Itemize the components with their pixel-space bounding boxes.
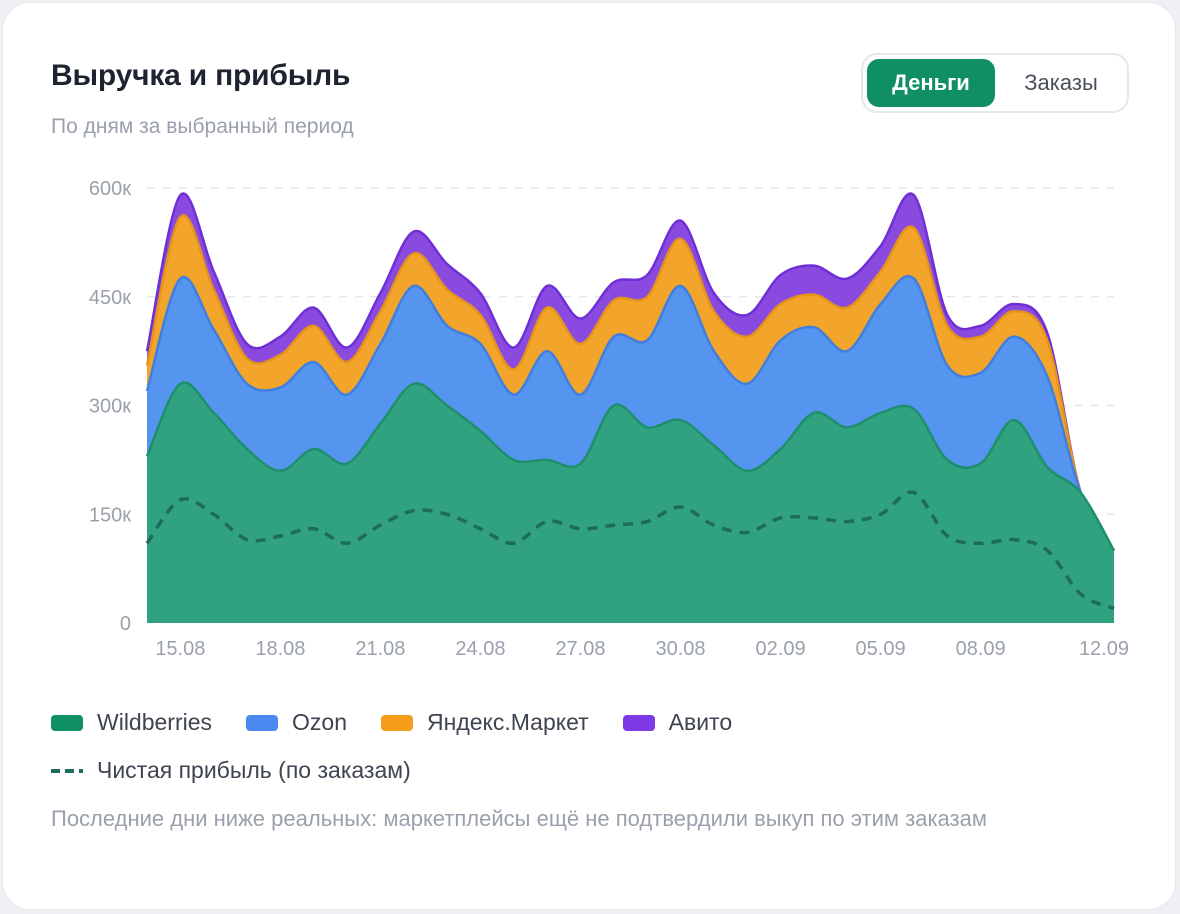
area-edge-yandex bbox=[145, 214, 1116, 552]
legend-swatch-profit bbox=[51, 768, 83, 773]
y-tick-label: 600к bbox=[89, 178, 131, 200]
legend-label-profit: Чистая прибыль (по заказам) bbox=[97, 757, 411, 783]
orders-toggle-button[interactable]: Заказы bbox=[1024, 70, 1098, 95]
legend-label-avito: Авито bbox=[668, 709, 733, 735]
chart-legend: Wildberries Ozon Яндекс.Маркет Авито bbox=[51, 709, 732, 736]
y-tick-label: 450к bbox=[89, 287, 131, 309]
area-edge-ozon bbox=[145, 275, 1116, 552]
area-wildberries bbox=[147, 382, 1114, 623]
card-title: Выручка и прибыль bbox=[51, 59, 351, 92]
area-edge-wildberries bbox=[145, 381, 1116, 552]
x-tick-label: 30.08 bbox=[655, 638, 705, 660]
legend-label-yandex: Яндекс.Маркет bbox=[427, 709, 589, 735]
data-delay-note: Последние дни ниже реальных: маркетплейс… bbox=[51, 806, 987, 831]
legend-swatch-avito bbox=[622, 714, 655, 731]
x-tick-label: 27.08 bbox=[555, 638, 605, 660]
x-tick-label: 24.08 bbox=[455, 638, 505, 660]
legend-label-ozon: Ozon bbox=[292, 709, 348, 735]
x-tick-label: 18.08 bbox=[255, 638, 305, 660]
x-tick-label: 12.09 bbox=[1079, 638, 1129, 660]
legend-item-avito[interactable]: Авито bbox=[622, 709, 733, 736]
stacked-area-chart: 0 150к 300к 450к 600к 15.08 18.08 21.08 24.08 27.… bbox=[89, 178, 1129, 660]
x-tick-label: 08.09 bbox=[956, 638, 1006, 660]
legend-item-wildberries[interactable]: Wildberries bbox=[51, 709, 212, 736]
legend-item-ozon[interactable]: Ozon bbox=[246, 709, 347, 736]
money-toggle-button[interactable]: Деньги bbox=[867, 59, 995, 107]
legend-item-yandex[interactable]: Яндекс.Маркет bbox=[381, 709, 589, 736]
y-tick-label: 150к bbox=[89, 504, 131, 526]
legend-swatch-yandex bbox=[381, 714, 414, 731]
legend-swatch-wildberries bbox=[51, 714, 83, 731]
x-tick-label: 05.09 bbox=[856, 638, 906, 660]
metric-toggle: Деньги Заказы bbox=[861, 53, 1129, 113]
x-tick-label: 21.08 bbox=[355, 638, 405, 660]
legend-swatch-ozon bbox=[246, 714, 279, 731]
legend-item-profit[interactable]: Чистая прибыль (по заказам) bbox=[51, 757, 411, 784]
x-tick-label: 02.09 bbox=[756, 638, 806, 660]
y-tick-label: 0 bbox=[120, 613, 131, 635]
profit-line bbox=[145, 490, 1115, 611]
card-subtitle: По дням за выбранный период bbox=[51, 115, 354, 138]
legend-label-wildberries: Wildberries bbox=[97, 709, 213, 735]
y-tick-label: 300к bbox=[89, 396, 131, 418]
x-tick-label: 15.08 bbox=[155, 638, 205, 660]
area-edge-avito bbox=[145, 192, 1116, 552]
